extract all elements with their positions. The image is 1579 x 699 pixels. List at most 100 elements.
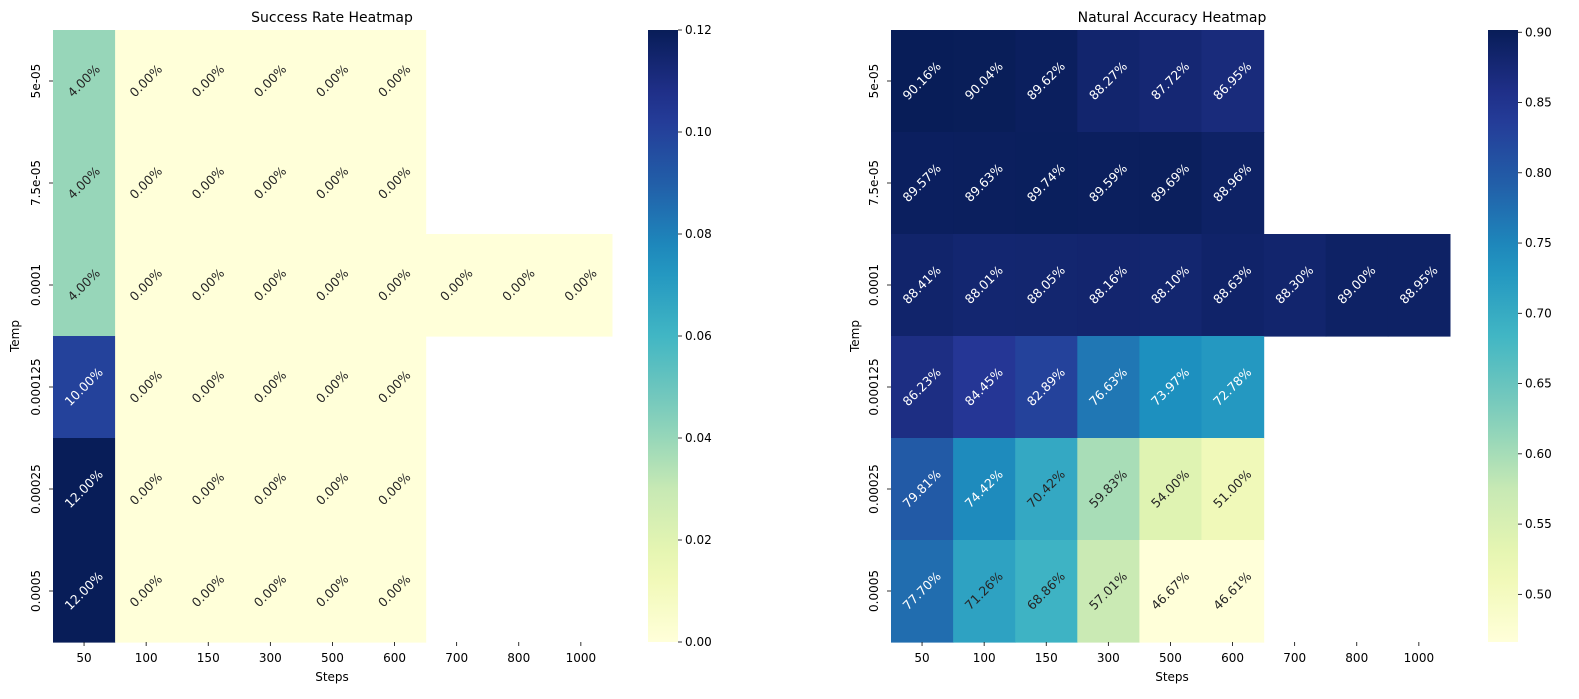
x-tick-label: 600 [1221, 651, 1244, 665]
x-tick-label: 100 [973, 651, 996, 665]
heatmap-cell [1139, 132, 1203, 235]
heatmap-cell [363, 438, 427, 541]
heatmap-cell [891, 540, 954, 643]
heatmap-cell [1015, 30, 1078, 133]
heatmap-cell [53, 438, 116, 541]
heatmap-cell [177, 132, 240, 235]
x-tick-label: 50 [914, 651, 929, 665]
heatmap-cell [1201, 132, 1265, 235]
heatmap-cells [891, 30, 1451, 643]
heatmap-cell [239, 336, 302, 439]
heatmap-cell [301, 438, 365, 541]
heatmap-cell [177, 30, 240, 133]
heatmap-cell [891, 132, 954, 235]
heatmap-cell [301, 336, 365, 439]
x-tick-label: 1000 [566, 651, 597, 665]
y-axis-label: Temp [848, 320, 862, 353]
heatmap-cell [1015, 540, 1078, 643]
y-axis-label: Temp [8, 320, 22, 353]
x-tick-label: 500 [1159, 651, 1182, 665]
x-tick-label: 600 [383, 651, 406, 665]
colorbar-tick-label: 0.55 [1525, 517, 1552, 531]
heatmap-cell [1015, 438, 1078, 541]
colorbar-tick-label: 0.06 [685, 329, 712, 343]
chart-title: Natural Accuracy Heatmap [1078, 10, 1267, 26]
colorbar-tick-label: 0.60 [1525, 447, 1552, 461]
x-tick-labels: 50 100 150 300 500 600 700 800 1000 [76, 642, 596, 665]
heatmap-cell [549, 234, 613, 337]
heatmap-cell [363, 132, 427, 235]
heatmap-cell [1077, 438, 1140, 541]
heatmap-cell [1387, 234, 1451, 337]
heatmap-cell [1077, 234, 1140, 337]
y-tick-label: 0.00025 [867, 464, 881, 514]
x-tick-label: 800 [507, 651, 530, 665]
heatmap-cell [53, 336, 116, 439]
heatmap-cell [177, 438, 240, 541]
heatmap-cell [891, 234, 954, 337]
colorbar-tick-label: 0.12 [685, 23, 712, 37]
x-tick-label: 50 [76, 651, 91, 665]
heatmap-cell [1201, 30, 1265, 133]
heatmap-cell [1263, 234, 1327, 337]
heatmap-cell [425, 234, 489, 337]
heatmap-cell [953, 234, 1016, 337]
colorbar-tick-label: 0.50 [1525, 587, 1552, 601]
y-tick-label: 5e-05 [29, 64, 43, 99]
x-tick-label: 300 [259, 651, 282, 665]
heatmap-cell [239, 132, 302, 235]
heatmap-cells [53, 30, 613, 643]
heatmap-cell [363, 30, 427, 133]
heatmap-cell [487, 234, 551, 337]
x-tick-label: 150 [1035, 651, 1058, 665]
heatmap-cell [177, 234, 240, 337]
heatmap-cell [891, 336, 954, 439]
heatmap-cell [301, 540, 365, 643]
heatmap-cell [1077, 540, 1140, 643]
y-tick-label: 0.00025 [29, 464, 43, 514]
heatmap-cell [953, 540, 1016, 643]
colorbar-tick-label: 0.85 [1525, 96, 1552, 110]
x-tick-label: 500 [321, 651, 344, 665]
heatmap-cell [1139, 30, 1203, 133]
x-tick-label: 150 [197, 651, 220, 665]
x-tick-label: 700 [445, 651, 468, 665]
heatmap-cell [1139, 336, 1203, 439]
heatmap-cell [1077, 132, 1140, 235]
heatmap-cell [177, 540, 240, 643]
heatmap-cell [1201, 234, 1265, 337]
heatmap-cell [1077, 336, 1140, 439]
heatmap-cell [115, 132, 178, 235]
heatmap-cell [1139, 438, 1203, 541]
colorbar-tick-label: 0.80 [1525, 166, 1552, 180]
heatmap-cell [953, 336, 1016, 439]
y-tick-label: 7.5e-05 [29, 160, 43, 206]
heatmap-cell [363, 336, 427, 439]
heatmap-cell [363, 540, 427, 643]
y-tick-labels: 5e-05 7.5e-05 0.0001 0.000125 0.00025 0.0005 [867, 64, 891, 612]
heatmap-cell [53, 540, 116, 643]
heatmap-cell [891, 30, 954, 133]
colorbar-gradient [648, 30, 678, 642]
y-tick-label: 0.0005 [867, 570, 881, 612]
heatmap-cell [953, 438, 1016, 541]
colorbar-tick-label: 0.75 [1525, 236, 1552, 250]
colorbar-gradient [1488, 30, 1518, 642]
x-tick-label: 700 [1283, 651, 1306, 665]
heatmap-cell [1139, 540, 1203, 643]
colorbar: 0.00 0.02 0.04 0.06 0.08 0.10 0.12 [648, 23, 712, 649]
colorbar-tick-label: 0.65 [1525, 377, 1552, 391]
y-tick-label: 0.0005 [29, 570, 43, 612]
heatmap-cell [891, 438, 954, 541]
colorbar-tick-label: 0.04 [685, 431, 712, 445]
heatmap-cell [53, 30, 116, 133]
heatmap-cell [1325, 234, 1389, 337]
heatmap-cell [115, 336, 178, 439]
heatmap-cell [1015, 336, 1078, 439]
heatmap-cell [53, 234, 116, 337]
heatmap-cell [1077, 30, 1140, 133]
colorbar-tick-label: 0.90 [1525, 25, 1552, 39]
heatmap-cell [1201, 540, 1265, 643]
y-tick-label: 7.5e-05 [867, 160, 881, 206]
x-tick-label: 800 [1345, 651, 1368, 665]
